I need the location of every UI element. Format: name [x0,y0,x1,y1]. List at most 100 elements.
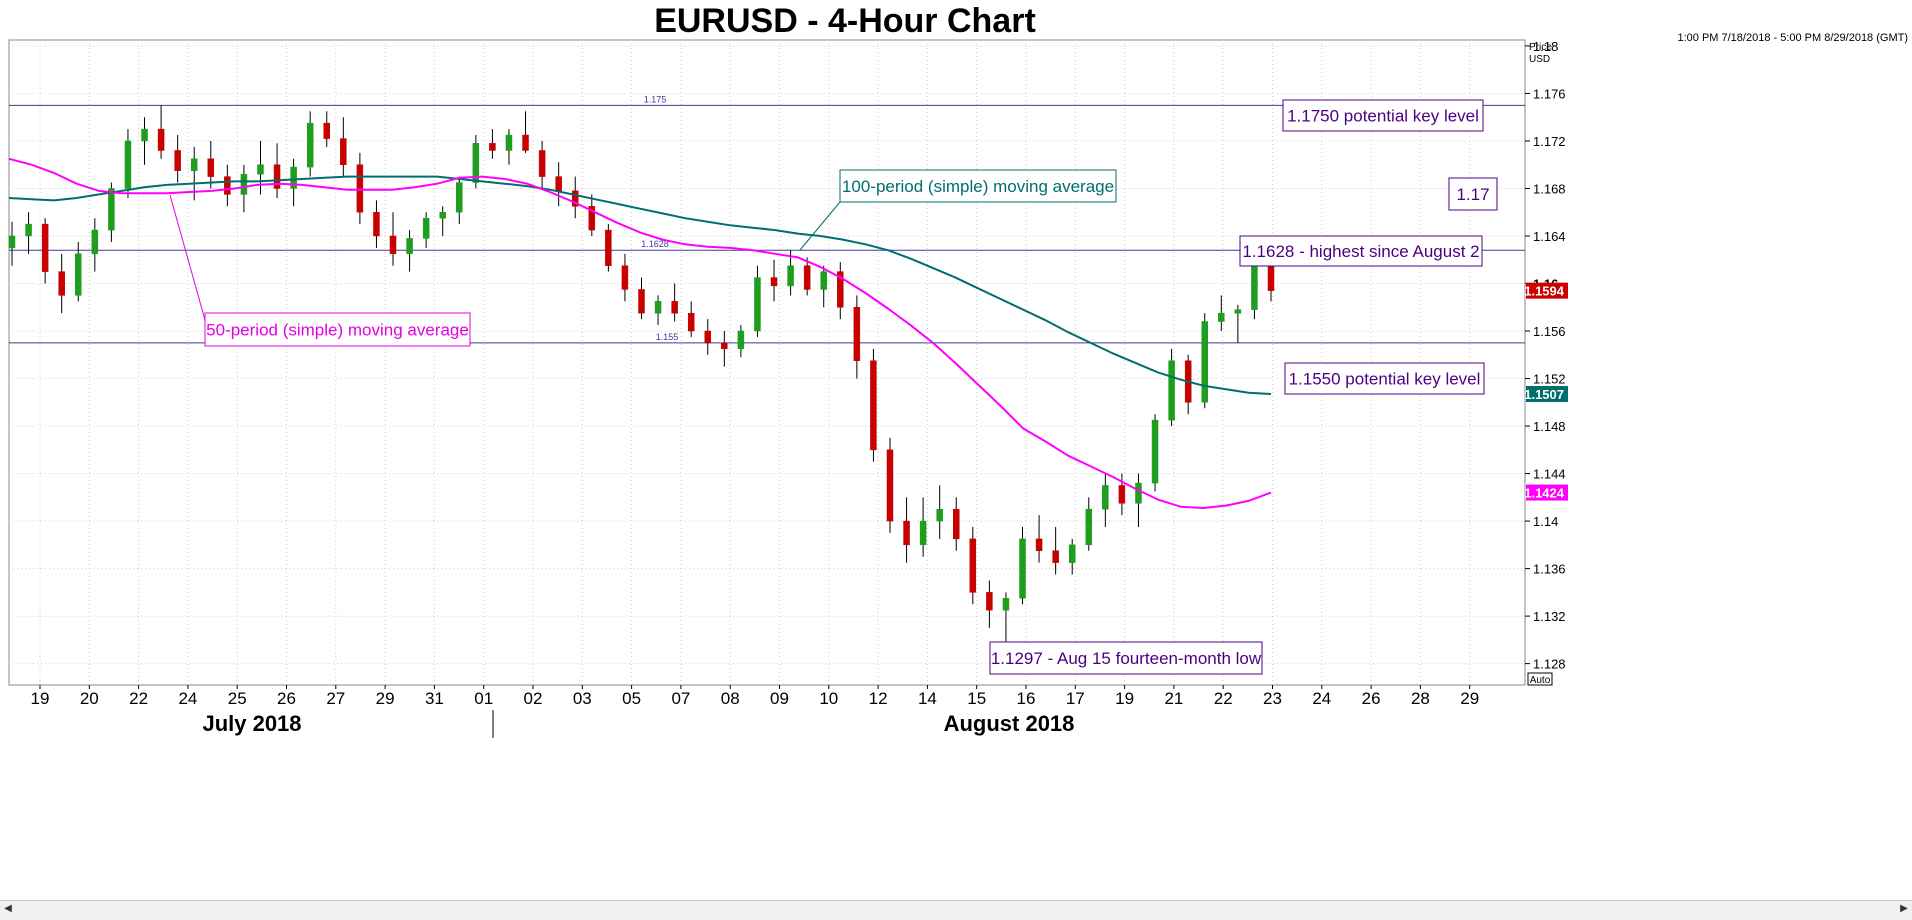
x-tick-label: 10 [819,689,838,708]
candle-bullish [1168,360,1175,421]
ma50-leader-line [169,194,206,321]
callout-fourteen-month-low-text: 1.1297 - Aug 15 fourteen-month low [991,649,1262,668]
y-tick-label: 1.132 [1533,609,1566,624]
x-tick-label: 12 [869,689,888,708]
x-tick-label: 07 [671,689,690,708]
ma-50-line [8,157,1272,510]
callout-ma100-text: 100-period (simple) moving average [842,177,1114,196]
auto-scale-label: Auto [1530,675,1551,686]
candle-bearish [986,592,993,611]
plot-area [8,39,1526,686]
candle-bullish [754,277,761,332]
candle-bearish [373,211,380,237]
auto-scale-box [1527,672,1553,686]
candle-bullish [422,217,430,239]
candle-bullish [91,229,99,255]
x-tick-label: 26 [277,689,296,708]
y-axis: PriceUSD1.181.1761.1721.1681.1641.161.15… [1524,39,1568,686]
candle-bullish [108,188,115,231]
candle-bullish [1234,309,1242,314]
candle-bearish [273,164,281,189]
candle-bullish [1218,312,1225,322]
y-tick-label: 1.128 [1533,657,1566,672]
candle-bullish [290,166,297,189]
candle-bearish [389,235,397,255]
x-tick-label: 29 [376,689,395,708]
candle-bullish [1002,598,1010,611]
candle-bullish [787,265,794,287]
candle-bullish [472,143,480,183]
y-tick-label: 1.144 [1533,467,1566,482]
candle-bearish [605,229,612,266]
price-tag-label: 1.1594 [1524,284,1565,299]
x-tick-label: 19 [1115,689,1134,708]
chart-title: EURUSD - 4-Hour Chart [654,2,1036,40]
y-tick-label: 1.14 [1533,514,1558,529]
candle-bearish [323,122,330,139]
candle-bullish [1019,538,1026,599]
candle-bullish [257,164,264,175]
candle-bearish [555,176,562,192]
scroll-right-icon[interactable]: ▶ [1900,903,1908,914]
scroll-left-icon[interactable]: ◀ [4,903,12,914]
level-line-label: 1.155 [656,332,679,342]
candle-bullish [1085,508,1093,546]
candle-bullish [190,158,198,171]
candle-bearish [489,143,496,151]
callout-ma50-text: 50-period (simple) moving average [206,321,469,340]
candle-bearish [704,330,712,344]
candle-bearish [837,271,844,308]
y-tick-label: 1.136 [1533,562,1566,577]
candle-bullish [1201,321,1208,403]
x-tick-label: 15 [967,689,986,708]
date-range-label: 1:00 PM 7/18/2018 - 5:00 PM 8/29/2018 (G… [1677,32,1908,44]
x-tick-label: 22 [1214,689,1233,708]
candle-bullish [406,238,413,255]
moving-averages [8,157,1272,510]
candle-bearish [1118,485,1126,504]
candle-bearish [157,128,165,151]
x-tick-label: 02 [524,689,543,708]
callout-1628-high-text: 1.1628 - highest since August 2 [1242,242,1479,261]
x-tick-label: 19 [31,689,50,708]
candle-bullish [1135,482,1142,504]
candle-bearish [356,164,364,213]
callout-1155-level-box [1284,362,1485,395]
candle-bearish [721,342,728,350]
x-tick-label: 27 [326,689,345,708]
candle-bullish [25,223,32,237]
x-tick-label: 24 [178,689,197,708]
x-tick-label: 05 [622,689,641,708]
candle-bullish [240,173,248,195]
candle-bullish [1151,419,1159,484]
candle-bearish [340,138,347,165]
candle-bullish [1102,485,1109,510]
price-tag-label: 1.1424 [1524,486,1565,501]
candle-bearish [903,520,910,546]
y-tick-label: 1.156 [1533,324,1566,339]
candle-bearish [224,176,231,195]
callout-1175-level-box [1282,99,1484,132]
ma100-leader-line [799,201,841,251]
price-tag-2 [1526,385,1568,402]
candle-bullish [439,211,446,219]
x-tick-label: 25 [228,689,247,708]
candle-bullish [505,134,513,151]
candle-bearish [770,277,778,287]
candle-bullish [820,271,827,290]
candle-bearish [41,223,49,272]
candle-bearish [803,265,811,290]
candle-bearish [588,206,596,231]
x-axis: 19 20 22 24 25 26 27 29 31 01 02 03 05 07 08 09 10 12 14 15… [31,685,1479,738]
x-tick-label: 26 [1362,689,1381,708]
callout-117-text: 1.17 [1456,185,1489,204]
axis-label-currency: USD [1529,54,1550,65]
candle-bearish [538,150,546,177]
month-label-july: July 2018 [202,711,301,736]
candle-bullish [1251,259,1258,310]
candle-bearish [174,150,181,171]
y-tick-label: 1.152 [1533,372,1566,387]
candle-bearish [1052,550,1059,563]
candle-bearish [886,449,894,522]
